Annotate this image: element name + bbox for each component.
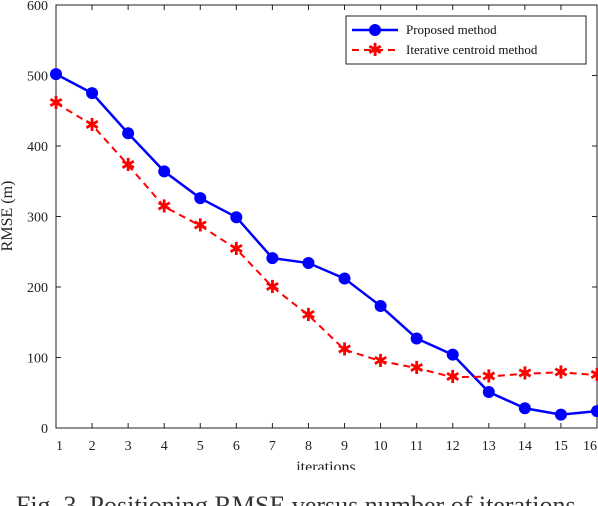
data-point [374, 300, 387, 313]
data-point [554, 408, 567, 421]
x-axis-label: iterations [296, 459, 356, 470]
data-point [194, 192, 207, 205]
data-point: ✱ [265, 277, 280, 298]
x-tick-label: 2 [89, 439, 96, 454]
legend: Proposed method ✱ Iterative centroid met… [345, 15, 587, 65]
data-point [446, 348, 459, 361]
data-point: ✱ [481, 367, 496, 388]
figure-caption: Fig. 3. Positioning RMSE versus number o… [15, 491, 583, 506]
data-point: ✱ [121, 155, 136, 176]
data-point [410, 332, 423, 345]
y-tick-label: 200 [27, 281, 48, 296]
x-tick-label: 7 [269, 439, 276, 454]
legend-box [345, 15, 587, 65]
legend-label-proposed: Proposed method [406, 22, 497, 37]
data-point [591, 405, 598, 418]
x-tick-label: 15 [554, 439, 568, 454]
data-point [518, 402, 531, 415]
data-point: ✱ [48, 93, 63, 114]
y-tick-label: 0 [41, 422, 48, 437]
plot-frame [55, 4, 598, 429]
series-line-1 [55, 102, 598, 379]
legend-marker-proposed [369, 24, 381, 36]
data-point: ✱ [337, 340, 352, 361]
x-tick-label: 4 [161, 439, 168, 454]
data-point [302, 257, 315, 270]
data-point: ✱ [553, 362, 568, 383]
data-point: ✱ [409, 358, 424, 379]
x-tick-label: 3 [125, 439, 132, 454]
data-point: ✱ [229, 239, 244, 260]
x-tick-label: 10 [374, 439, 388, 454]
data-point: ✱ [373, 351, 388, 372]
x-tick-label: 9 [341, 439, 348, 454]
data-point: ✱ [517, 364, 532, 385]
y-tick-label: 400 [27, 140, 48, 155]
data-point [482, 386, 495, 399]
data-point [122, 127, 135, 140]
legend-label-centroid: Iterative centroid method [406, 42, 538, 57]
data-point [338, 272, 351, 285]
data-point: ✱ [157, 197, 172, 218]
data-point [50, 68, 62, 81]
data-point [86, 87, 99, 100]
y-tick-label: 100 [27, 352, 48, 367]
data-point [266, 252, 279, 265]
x-tick-label: 8 [305, 439, 312, 454]
x-tick-label: 14 [518, 439, 532, 454]
y-tick-label: 300 [27, 211, 48, 226]
legend-marker-centroid: ✱ [367, 40, 382, 61]
x-tick-label: 6 [233, 439, 240, 454]
data-point: ✱ [445, 367, 460, 388]
x-tick-label: 11 [410, 439, 423, 454]
x-tick-label: 13 [482, 439, 496, 454]
series-line-0 [55, 72, 598, 416]
y-tick-label: 600 [27, 0, 48, 14]
y-tick-label: 500 [27, 70, 48, 85]
data-point: ✱ [85, 115, 100, 136]
x-tick-label: 16 [583, 439, 597, 454]
y-axis-label: RMSE (m) [0, 181, 16, 252]
data-point: ✱ [301, 305, 316, 326]
series-layer: ✱ ✱ ✱ ✱ ✱ ✱ ✱ ✱ ✱ ✱ ✱ ✱ ✱ ✱ ✱ ✱ [48, 68, 598, 421]
x-tick-label: 5 [197, 439, 204, 454]
data-point [158, 165, 171, 178]
data-point: ✱ [589, 365, 598, 386]
data-point: ✱ [193, 216, 208, 237]
x-tick-label: 12 [446, 439, 460, 454]
x-tick-label: 1 [56, 439, 63, 454]
data-point [230, 211, 243, 224]
